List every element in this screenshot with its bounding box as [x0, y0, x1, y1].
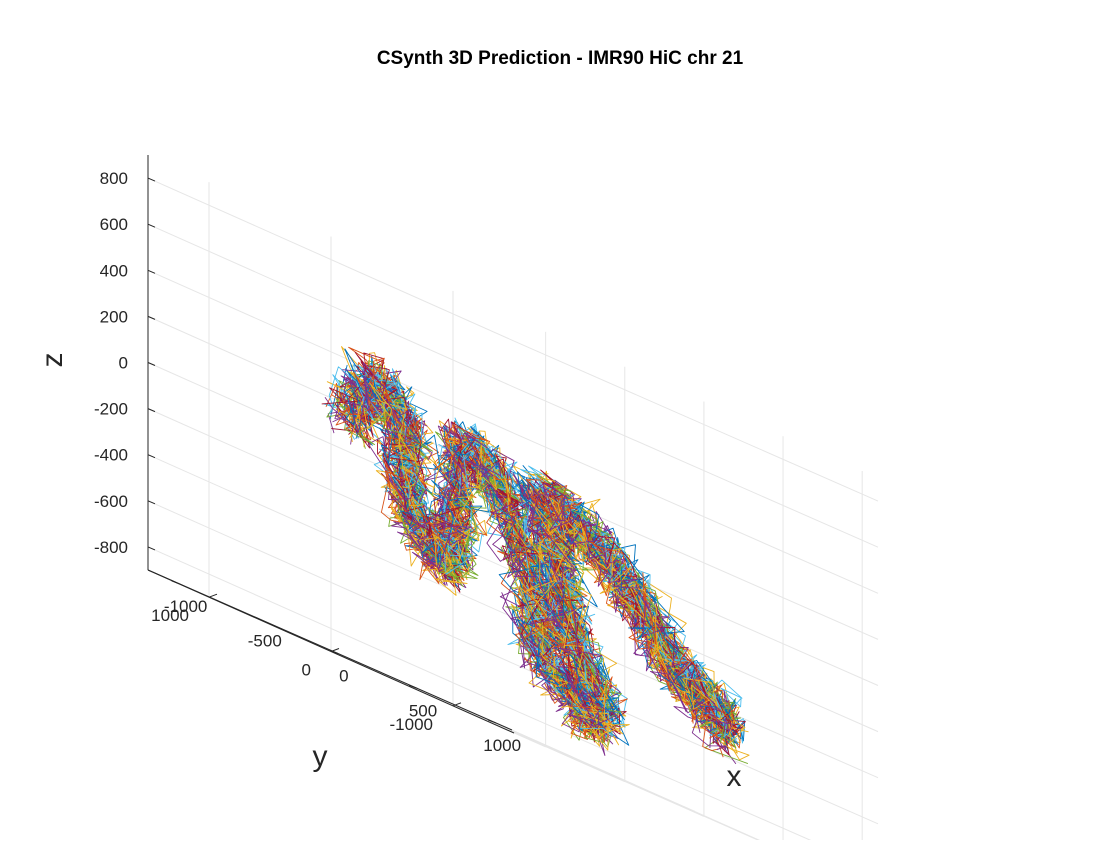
- z-tick-label: 800: [100, 169, 128, 188]
- x-tick-label: -500: [248, 632, 282, 651]
- x-tick-mark: [487, 719, 497, 724]
- z-tick-mark: [147, 315, 156, 320]
- x-tick-mark: [250, 615, 259, 620]
- y-tick-mark: [208, 593, 218, 598]
- structure-curves: [321, 346, 750, 765]
- grid-line-floor-x: [495, 722, 772, 845]
- grid-line-side-z: [147, 269, 515, 434]
- y-tick-label: 1000: [151, 606, 189, 625]
- grid-line-side-z: [147, 177, 515, 342]
- x-tick-label: -1000: [164, 597, 207, 616]
- x-tick-mark: [171, 580, 180, 585]
- x-axis-label: x: [727, 760, 742, 793]
- y-tick-label: 0: [302, 661, 311, 680]
- z-tick-mark: [147, 177, 156, 182]
- x-tick-mark: [408, 684, 418, 689]
- z-tick-mark: [147, 223, 156, 228]
- grid-line-back-z: [513, 340, 879, 502]
- z-tick-label: -400: [94, 446, 128, 465]
- axis-lines: [147, 155, 515, 734]
- z-tick-label: 400: [100, 261, 128, 280]
- x-tick-label: 0: [339, 666, 348, 685]
- grid-line-side-z: [147, 500, 515, 665]
- x-tick-label: 1000: [483, 736, 521, 755]
- z-tick-label: 600: [100, 215, 128, 234]
- grid-line-back-z: [513, 709, 823, 845]
- z-tick-mark: [147, 546, 156, 551]
- structure-series-line: [347, 386, 732, 736]
- grid-line-side-z: [147, 546, 515, 711]
- grid-line-back-z: [513, 432, 879, 594]
- structure-series-line: [349, 382, 746, 751]
- x-tick-label: 500: [409, 701, 437, 720]
- z-axis-label: z: [36, 353, 69, 368]
- z-tick-mark: [147, 454, 156, 459]
- structure-series-line: [344, 348, 718, 731]
- z-tick-mark: [147, 362, 156, 366]
- structure-series-line: [335, 391, 725, 752]
- chart-title: CSynth 3D Prediction - IMR90 HiC chr 21: [376, 48, 744, 69]
- z-tick-mark: [147, 408, 156, 413]
- z-tick-label: 200: [100, 307, 128, 326]
- z-tick-label: -800: [94, 538, 128, 557]
- tick-labels: -800-600-400-2000200400600800-100001000-…: [94, 169, 521, 755]
- y-axis-label: y: [313, 740, 328, 773]
- x-tick-mark: [329, 650, 339, 654]
- z-tick-mark: [147, 269, 156, 274]
- z-tick-label: -200: [94, 400, 128, 419]
- structure-series-line: [348, 362, 734, 733]
- y-tick-mark: [452, 702, 462, 707]
- structure-series-line: [335, 370, 738, 754]
- z-tick-label: 0: [119, 354, 128, 373]
- grid-line-side-z: [147, 223, 515, 388]
- z-tick-label: -600: [94, 492, 128, 511]
- grid-line-back-z: [513, 386, 879, 548]
- z-tick-mark: [147, 500, 156, 505]
- grid-line-side-z: [147, 454, 515, 619]
- y-tick-label: -1000: [390, 715, 433, 734]
